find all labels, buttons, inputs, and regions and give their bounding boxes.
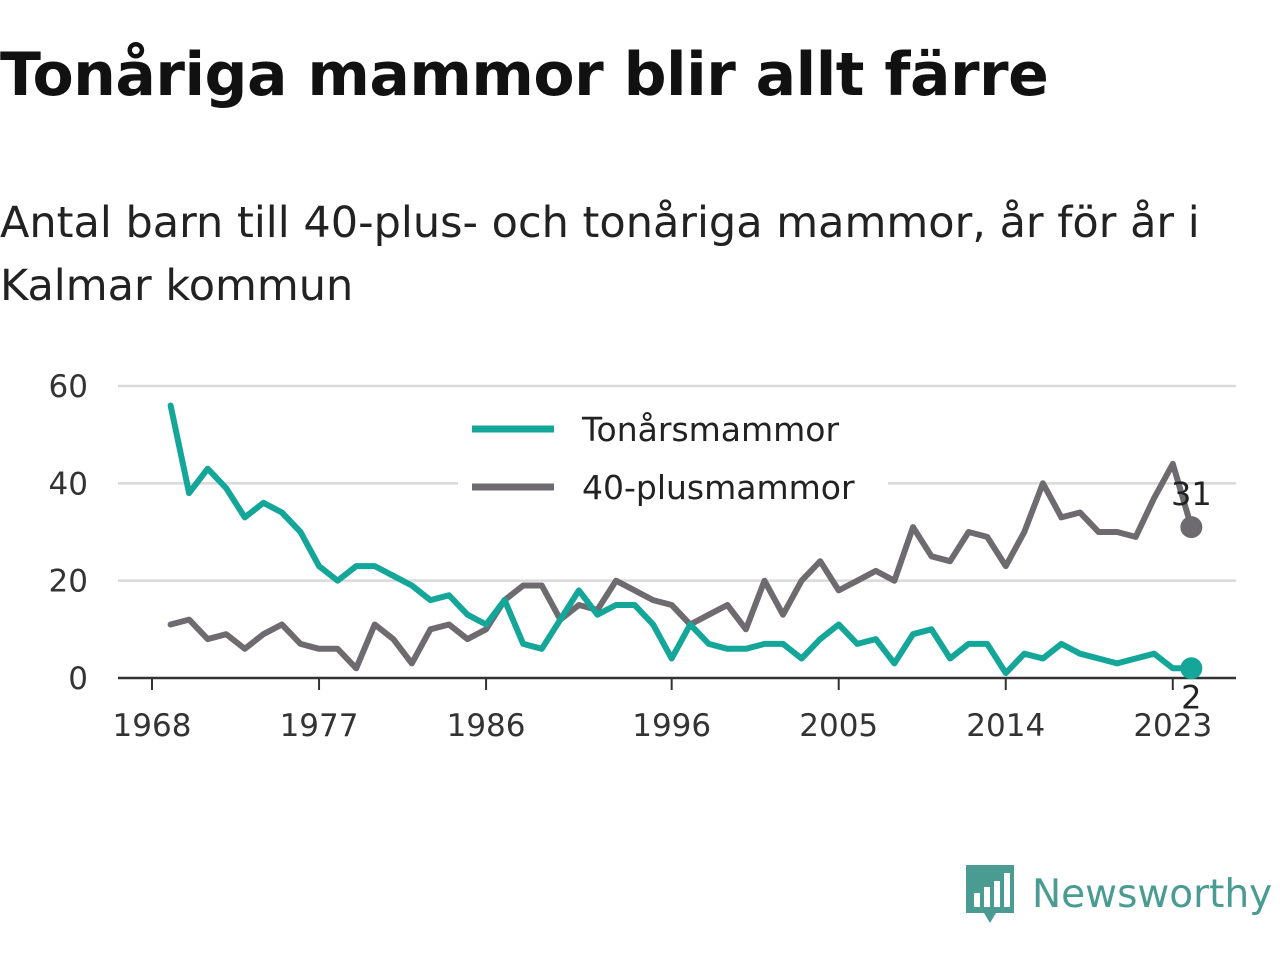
x-axis-ticks: 1968 1977 1986 1996 2005 2014 2023 [113, 678, 1212, 744]
line-chart: 0 20 40 60 1968 1977 1986 1996 2005 2014 2023 Ton… [49, 369, 1236, 744]
newsworthy-logo-text: Newsworthy [1032, 871, 1273, 917]
series-line-teen [167, 402, 1195, 677]
endpoint-marker-forty [1180, 516, 1203, 539]
endpoint-markers: 2 31 [1171, 475, 1212, 716]
y-tick-label: 40 [49, 466, 88, 502]
x-tick-label: 1986 [447, 708, 526, 744]
legend-label-forty: 40-plusmammor [582, 468, 855, 507]
x-tick-label: 2014 [966, 708, 1045, 744]
newsworthy-logo: Newsworthy [964, 862, 1272, 926]
grid-lines [118, 384, 1236, 680]
x-tick-label: 1996 [632, 708, 711, 744]
end-value-label-teen: 2 [1181, 678, 1201, 716]
end-value-label-forty: 31 [1171, 475, 1212, 513]
y-tick-label: 20 [49, 564, 88, 600]
x-tick-label: 2005 [799, 708, 878, 744]
x-tick-label: 1968 [113, 708, 192, 744]
legend: Tonårsmammor 40-plusmammor [458, 405, 888, 515]
y-tick-label: 0 [68, 661, 88, 697]
newsworthy-logo-icon [966, 865, 1014, 923]
legend-background [458, 405, 888, 515]
x-tick-label: 2023 [1133, 708, 1212, 744]
chart-subtitle: Antal barn till 40-plus- och tonåriga ma… [0, 198, 1200, 311]
series-lines [167, 402, 1195, 677]
endpoint-marker-teen [1180, 657, 1203, 680]
y-tick-label: 60 [49, 369, 88, 405]
legend-label-teen: Tonårsmammor [581, 410, 839, 449]
y-axis-ticks: 0 20 40 60 [49, 369, 88, 697]
x-tick-label: 1977 [280, 708, 359, 744]
series-line-forty [167, 460, 1195, 672]
chart-title: Tonåriga mammor blir allt färre [0, 40, 1049, 110]
